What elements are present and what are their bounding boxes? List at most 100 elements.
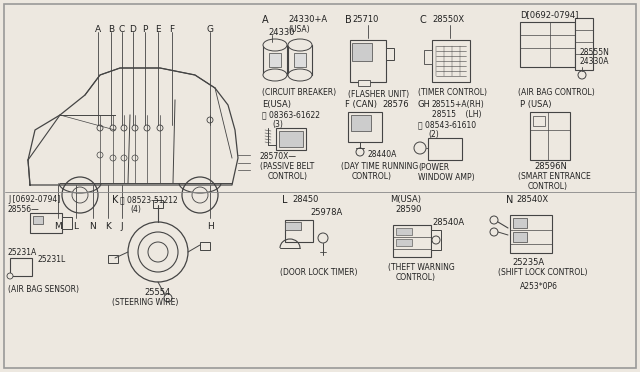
Text: 28540A: 28540A (432, 218, 464, 227)
Bar (513, 232, 527, 242)
Text: 28590: 28590 (395, 205, 421, 214)
Text: (AIR BAG CONTROL): (AIR BAG CONTROL) (518, 88, 595, 97)
Text: (CIRCUIT BREAKER): (CIRCUIT BREAKER) (262, 88, 336, 97)
Text: 25554: 25554 (144, 288, 170, 297)
Text: K: K (112, 195, 118, 205)
Circle shape (110, 125, 116, 131)
Bar (30, 213, 62, 233)
Ellipse shape (263, 69, 287, 81)
Circle shape (182, 177, 218, 213)
Text: 28550X: 28550X (432, 15, 464, 24)
Text: 25710: 25710 (352, 15, 378, 24)
Text: B: B (345, 15, 352, 25)
Bar (269, 53, 281, 67)
Circle shape (132, 125, 138, 131)
Text: (STEERING WIRE): (STEERING WIRE) (112, 298, 179, 307)
Text: D[0692-0794]: D[0692-0794] (520, 10, 579, 19)
Text: F (CAN): F (CAN) (345, 100, 377, 109)
Text: J: J (121, 222, 124, 231)
Circle shape (97, 152, 103, 158)
Bar (431, 230, 441, 250)
Bar (33, 216, 43, 224)
Bar (513, 218, 527, 228)
Text: (AIR BAG SENSOR): (AIR BAG SENSOR) (8, 285, 79, 294)
Text: (POWER: (POWER (418, 163, 449, 172)
Text: N: N (506, 195, 513, 205)
Text: 28556—: 28556— (8, 205, 40, 214)
Text: 28440A: 28440A (368, 150, 397, 159)
Text: 28570X—: 28570X— (260, 152, 297, 161)
Text: (FLASHER UNIT): (FLASHER UNIT) (348, 90, 409, 99)
Bar (288, 45, 312, 75)
Text: Ⓢ 08363-61622: Ⓢ 08363-61622 (262, 110, 320, 119)
Text: (DAY TIME RUNNING: (DAY TIME RUNNING (341, 162, 419, 171)
Text: (SMART ENTRANCE: (SMART ENTRANCE (518, 172, 591, 181)
Bar (386, 48, 394, 60)
Text: (DOOR LOCK TIMER): (DOOR LOCK TIMER) (280, 268, 358, 277)
Text: (USA): (USA) (288, 25, 310, 34)
Text: 28540X: 28540X (516, 195, 548, 204)
Text: 28450: 28450 (292, 195, 318, 204)
Bar (393, 225, 431, 257)
Circle shape (356, 148, 364, 156)
Text: 28515    (LH): 28515 (LH) (432, 110, 481, 119)
Text: H: H (207, 222, 213, 231)
Bar (108, 255, 118, 263)
Text: 25235A: 25235A (512, 258, 544, 267)
Bar (279, 131, 303, 147)
Text: 28555N: 28555N (580, 48, 610, 57)
Circle shape (318, 233, 328, 243)
Ellipse shape (263, 39, 287, 51)
Text: D: D (129, 25, 136, 34)
Ellipse shape (288, 69, 312, 81)
Circle shape (7, 273, 13, 279)
Bar (428, 138, 462, 160)
Text: (THEFT WARNING: (THEFT WARNING (388, 263, 455, 272)
Text: (TIMER CONTROL): (TIMER CONTROL) (418, 88, 487, 97)
Circle shape (128, 222, 188, 282)
Text: 25978A: 25978A (310, 208, 342, 217)
Circle shape (121, 125, 127, 131)
Circle shape (138, 232, 178, 272)
Bar (350, 40, 386, 82)
Circle shape (414, 142, 426, 154)
Text: A: A (95, 25, 101, 34)
Bar (285, 220, 313, 242)
Text: 28576: 28576 (382, 100, 408, 109)
Text: 24330+A: 24330+A (288, 15, 327, 24)
Bar (396, 239, 412, 246)
Circle shape (192, 187, 208, 203)
Circle shape (62, 177, 98, 213)
Bar (285, 222, 301, 230)
Text: 24330: 24330 (268, 28, 294, 37)
Circle shape (157, 125, 163, 131)
Bar (396, 228, 412, 235)
Bar (432, 40, 470, 82)
Bar (276, 128, 306, 150)
Text: P (USA): P (USA) (520, 100, 552, 109)
Text: Ⓢ 08523-51212: Ⓢ 08523-51212 (120, 195, 178, 204)
Text: CONTROL): CONTROL) (268, 172, 308, 181)
Text: Ⓢ 08543-61610: Ⓢ 08543-61610 (418, 120, 476, 129)
Circle shape (121, 155, 127, 161)
Text: C: C (119, 25, 125, 34)
Bar (200, 242, 210, 250)
Bar (533, 116, 545, 126)
Text: M(USA): M(USA) (390, 195, 421, 204)
Text: (2): (2) (428, 130, 439, 139)
Bar (153, 200, 163, 208)
Text: WINDOW AMP): WINDOW AMP) (418, 173, 475, 182)
Text: P: P (142, 25, 148, 34)
Circle shape (164, 294, 172, 302)
Text: (4): (4) (130, 205, 141, 214)
Text: J [0692-0794]: J [0692-0794] (8, 195, 60, 204)
Text: E(USA): E(USA) (262, 100, 291, 109)
Circle shape (110, 155, 116, 161)
Text: CONTROL): CONTROL) (396, 273, 436, 282)
Bar (294, 53, 306, 67)
Text: E: E (155, 25, 161, 34)
Circle shape (97, 125, 103, 131)
Text: K: K (105, 222, 111, 231)
Text: (3): (3) (272, 120, 283, 129)
Text: N: N (90, 222, 97, 231)
